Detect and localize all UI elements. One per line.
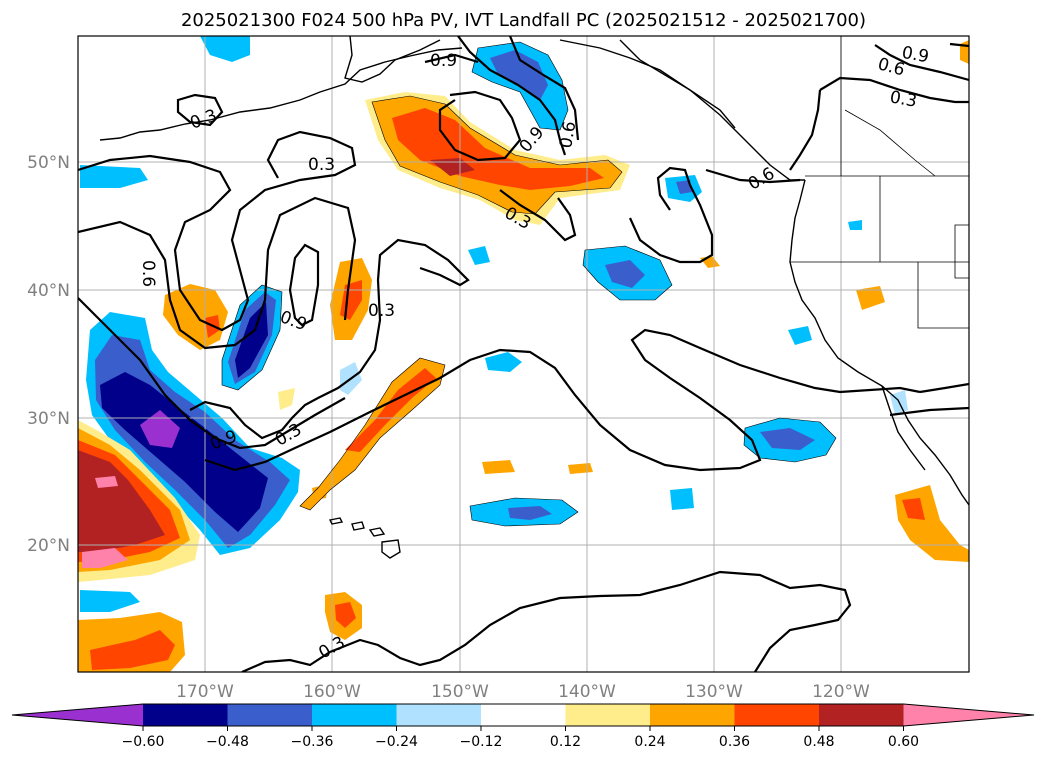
colorbar-tick-label: −0.60 bbox=[122, 734, 165, 750]
colorbar-segment bbox=[734, 704, 820, 726]
colorbar: −0.60 −0.48 −0.36 −0.24 −0.12 0.12 0.24 0.36 0.4… bbox=[11, 703, 1035, 750]
colorbar-segment bbox=[227, 704, 313, 726]
map-title: 2025021300 F024 500 hPa PV, IVT Landfall… bbox=[180, 10, 867, 31]
latitude-labels: 50°N 40°N 30°N 20°N bbox=[27, 153, 70, 556]
colorbar-tick-label: 0.36 bbox=[719, 734, 750, 750]
lon-label: 160°W bbox=[303, 682, 361, 702]
colorbar-extend-high bbox=[903, 704, 1034, 726]
longitude-labels: 170°W 160°W 150°W 140°W 130°W 120°W bbox=[176, 682, 870, 702]
anomaly-outlines bbox=[221, 41, 837, 527]
contour-label: 0.3 bbox=[308, 155, 335, 175]
lat-label: 40°N bbox=[27, 281, 70, 301]
colorbar-tick-label: 0.24 bbox=[634, 734, 665, 750]
contour-label: 0.3 bbox=[888, 87, 918, 111]
coastlines bbox=[99, 36, 969, 559]
lon-label: 150°W bbox=[431, 682, 489, 702]
colorbar-segment bbox=[143, 704, 228, 726]
lon-label: 130°W bbox=[685, 682, 743, 702]
lat-label: 20°N bbox=[27, 536, 70, 556]
contour-label: 0.9 bbox=[900, 43, 930, 67]
colorbar-extend-low bbox=[12, 704, 143, 726]
colorbar-tick-label: −0.12 bbox=[460, 734, 503, 750]
colorbar-segment bbox=[819, 704, 904, 726]
pc-contours bbox=[78, 36, 969, 672]
lon-label: 170°W bbox=[176, 682, 234, 702]
colorbar-tick-label: 0.12 bbox=[550, 734, 581, 750]
political-borders bbox=[790, 36, 969, 329]
colorbar-segment bbox=[650, 704, 735, 726]
colorbar-segment bbox=[396, 704, 482, 726]
colorbar-tick-label: 0.48 bbox=[803, 734, 834, 750]
contour-label: 0.6 bbox=[556, 120, 580, 150]
colorbar-tick-label: −0.48 bbox=[206, 734, 249, 750]
contour-label: 0.3 bbox=[368, 301, 395, 321]
contour-label: 0.6 bbox=[138, 260, 158, 287]
map-frame bbox=[77, 35, 970, 673]
colorbar-tick-label: 0.60 bbox=[888, 734, 919, 750]
lat-label: 30°N bbox=[27, 409, 70, 429]
lon-label: 120°W bbox=[812, 682, 870, 702]
contour-label: 0.9 bbox=[430, 51, 457, 71]
colorbar-segment bbox=[312, 704, 397, 726]
lon-label: 140°W bbox=[558, 682, 616, 702]
colorbar-segment bbox=[481, 704, 566, 726]
colorbar-tick-label: −0.24 bbox=[375, 734, 418, 750]
lat-label: 50°N bbox=[27, 153, 70, 173]
colorbar-tick-label: −0.36 bbox=[291, 734, 334, 750]
colorbar-segment bbox=[565, 704, 651, 726]
